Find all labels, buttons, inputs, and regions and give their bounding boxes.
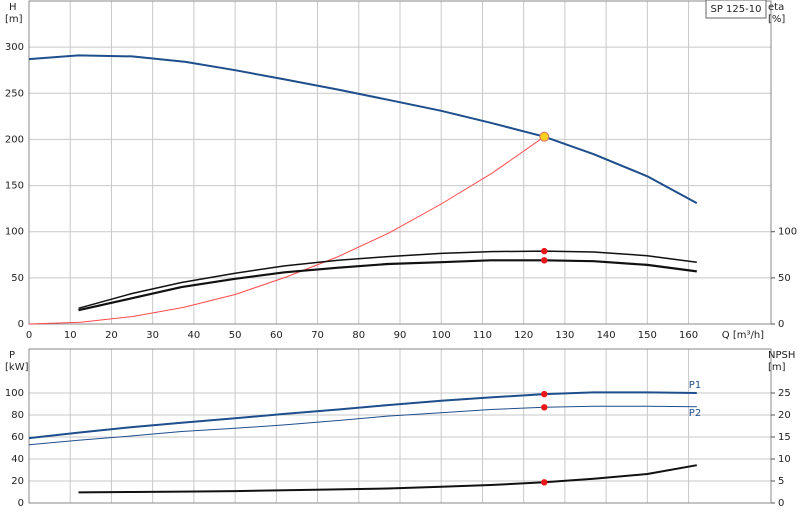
y2-axis-label: NPSH (768, 350, 795, 361)
y-tick-label: 60 (11, 432, 24, 443)
x-tick-label: 0 (26, 330, 32, 341)
x-tick-label: 110 (473, 330, 492, 341)
curve (28, 405, 697, 446)
x-tick-label: 130 (555, 330, 574, 341)
y2-tick-label: 100 (778, 227, 797, 238)
x-tick-label: 100 (432, 330, 451, 341)
plot-frame (28, 348, 772, 504)
y2-tick-label: 5 (778, 476, 784, 487)
x-tick-label: 50 (229, 330, 242, 341)
y-tick-label: 0 (18, 498, 24, 509)
y-tick-label: 150 (5, 181, 24, 192)
series-label: P1 (689, 380, 701, 391)
x-tick-label: 70 (311, 330, 324, 341)
x-tick-label: 30 (146, 330, 159, 341)
duty-point (541, 479, 548, 486)
plot-frame (28, 0, 772, 325)
duty-point (541, 404, 548, 411)
y-tick-label: 300 (5, 42, 24, 53)
y2-axis-label: [%] (768, 14, 785, 25)
duty-point (541, 257, 548, 264)
duty-point (541, 390, 548, 398)
curve (28, 54, 698, 204)
x-tick-label: 90 (394, 330, 407, 341)
y-axis-label: [kW] (5, 362, 29, 373)
x-tick-label: 20 (105, 330, 118, 341)
x-tick-label: 60 (270, 330, 283, 341)
series-label: P2 (689, 408, 701, 419)
curve (78, 464, 697, 494)
curve (28, 391, 697, 440)
y2-tick-label: 50 (778, 273, 791, 284)
y2-tick-label: 0 (778, 319, 784, 330)
x-tick-label: 40 (188, 330, 201, 341)
y-tick-label: 40 (11, 454, 24, 465)
y2-tick-label: 0 (778, 498, 784, 509)
y-tick-label: 100 (5, 388, 24, 399)
model-box (705, 0, 767, 19)
y2-tick-label: 10 (778, 454, 791, 465)
y-tick-label: 80 (11, 410, 24, 421)
y-tick-label: 250 (5, 88, 24, 99)
y2-tick-label: 20 (778, 410, 791, 421)
curve (78, 250, 697, 310)
y2-tick-label: 25 (778, 388, 791, 399)
x-tick-label: 10 (64, 330, 77, 341)
y2-axis-label: eta (768, 2, 784, 13)
model-label: SP 125-10 (711, 4, 762, 15)
x-tick-label: 80 (352, 330, 365, 341)
x-axis-label: Q [m³/h] (722, 330, 764, 341)
curve (78, 259, 697, 312)
duty-point (539, 131, 550, 142)
x-tick-label: 120 (514, 330, 533, 341)
y-tick-label: 20 (11, 476, 24, 487)
x-tick-label: 140 (597, 330, 616, 341)
y-axis-label: H (9, 2, 17, 13)
duty-point (541, 247, 548, 255)
y-axis-label: [m] (5, 14, 23, 25)
x-tick-label: 150 (638, 330, 657, 341)
y-tick-label: 200 (5, 134, 24, 145)
x-tick-label: 160 (679, 330, 698, 341)
curve (28, 136, 545, 325)
y2-tick-label: 15 (778, 432, 791, 443)
y-tick-label: 50 (11, 273, 24, 284)
y-tick-label: 100 (5, 227, 24, 238)
y-axis-label: P (9, 350, 15, 361)
y-tick-label: 0 (18, 319, 24, 330)
y2-axis-label: [m] (768, 362, 786, 373)
